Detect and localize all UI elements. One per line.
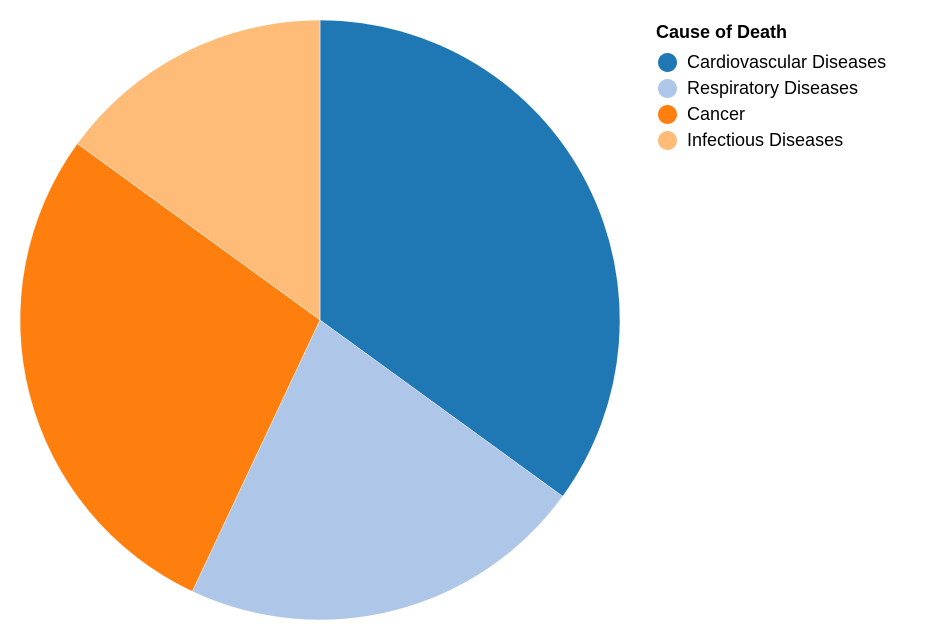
- legend-swatch-infectious: [658, 130, 677, 150]
- legend-swatch-respiratory: [658, 78, 677, 98]
- legend-item-cardiovascular: Cardiovascular Diseases: [656, 49, 886, 75]
- legend-item-cancer: Cancer: [656, 101, 886, 127]
- legend-label-infectious: Infectious Diseases: [687, 129, 844, 150]
- pie-slice-cancer: [19, 143, 321, 592]
- legend-item-infectious: Infectious Diseases: [656, 127, 886, 153]
- legend-title: Cause of Death: [656, 22, 788, 42]
- legend-label-cancer: Cancer: [687, 103, 746, 124]
- legend: Cause of Death Cardiovascular Diseases R…: [656, 20, 886, 153]
- legend-label-respiratory: Respiratory Diseases: [687, 77, 859, 98]
- legend-item-respiratory: Respiratory Diseases: [656, 75, 886, 101]
- legend-label-cardiovascular: Cardiovascular Diseases: [687, 51, 887, 72]
- pie-slice-infectious: [76, 19, 321, 321]
- legend-swatch-cancer: [658, 104, 677, 124]
- pie-slice-cardiovascular: [319, 19, 621, 497]
- legend-swatch-cardiovascular: [658, 52, 677, 72]
